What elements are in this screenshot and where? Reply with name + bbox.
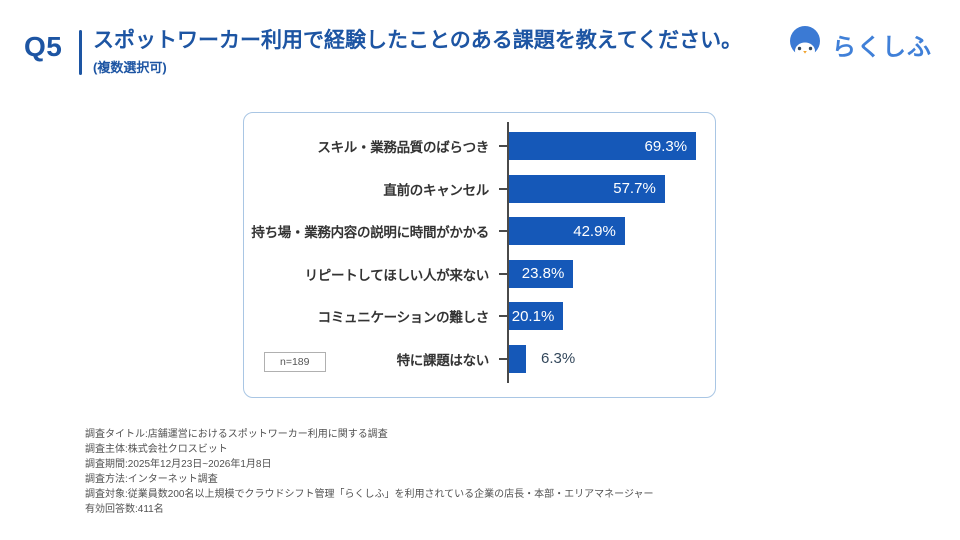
bar-row: コミュニケーションの難しさ 20.1% [244, 295, 715, 338]
bar-track: 69.3% [509, 132, 715, 161]
brand-name: らくしふ [832, 34, 932, 61]
bar-row: スキル・業務品質のばらつき 69.3% [244, 125, 715, 168]
axis-tick-icon [499, 230, 507, 233]
value-label: 57.7% [613, 180, 656, 198]
survey-note-line: 調査対象:従業員数200名以上規模でクラウドシフト管理「らくしふ」を利用されてい… [85, 489, 654, 500]
title-block: スポットワーカー利用で経験したことのある課題を教えてください。 (複数選択可) [93, 28, 742, 76]
axis-tick-icon [499, 272, 507, 275]
header-divider [79, 30, 82, 75]
category-label: リピートしてほしい人が来ない [304, 267, 490, 283]
survey-note-line: 有効回答数:411名 [85, 504, 164, 515]
survey-note-line: 調査タイトル:店舗運営におけるスポットワーカー利用に関する調査 [85, 429, 388, 440]
sample-size-badge: n=189 [264, 352, 326, 372]
category-label: 持ち場・業務内容の説明に時間がかかる [251, 225, 489, 241]
value-label: 6.3% [541, 350, 576, 368]
value-label: 20.1% [511, 307, 555, 325]
axis-tick-icon [499, 357, 507, 360]
value-label: 42.9% [573, 222, 616, 240]
survey-note-line: 調査方法:インターネット調査 [85, 474, 218, 485]
question-title: スポットワーカー利用で経験したことのある課題を教えてください。 [93, 29, 743, 52]
question-subtitle: (複数選択可) [93, 60, 167, 76]
bar: 69.3% [509, 132, 697, 161]
axis-tick-icon [499, 145, 507, 148]
bar-row: 特に課題はない 6.3% [244, 338, 715, 381]
bar-track: 6.3% [509, 344, 715, 373]
bar-track: 20.1% [509, 302, 715, 331]
question-number: Q5 [24, 31, 63, 62]
survey-notes: 調査タイトル:店舗運営におけるスポットワーカー利用に関する調査 調査主体:株式会社… [85, 427, 653, 517]
survey-note-line: 調査主体:株式会社クロスビット [85, 444, 228, 455]
category-label: コミュニケーションの難しさ [317, 310, 490, 326]
value-label: 69.3% [644, 137, 688, 155]
category-label: 特に課題はない [396, 352, 490, 368]
chart-axis [507, 122, 509, 383]
bar: 23.8% [509, 259, 574, 288]
axis-tick-icon [499, 187, 507, 190]
chart-card: スキル・業務品質のばらつき 69.3% 直前のキャンセル 57.7% 持ち場・業務内容の… [243, 112, 716, 398]
survey-note-line: 調査期間:2025年12月23日~2026年1月8日 [85, 459, 272, 470]
bar-row: 持ち場・業務内容の説明に時間がかかる 42.9% [244, 210, 715, 253]
bar-chart: スキル・業務品質のばらつき 69.3% 直前のキャンセル 57.7% 持ち場・業務内容の… [244, 125, 715, 380]
axis-tick-icon [499, 315, 507, 318]
bar-track: 42.9% [509, 217, 715, 246]
bar-row: リピートしてほしい人が来ない 23.8% [244, 253, 715, 296]
bar-track: 23.8% [509, 259, 715, 288]
value-label: 23.8% [521, 265, 565, 283]
bar [509, 344, 526, 373]
bar: 20.1% [509, 302, 564, 331]
brand-logo: らくしふ [785, 22, 932, 67]
category-label: 直前のキャンセル [383, 182, 489, 198]
category-label: スキル・業務品質のばらつき [317, 140, 489, 156]
bar: 42.9% [509, 217, 625, 246]
bar-track: 57.7% [509, 174, 715, 203]
penguin-icon [785, 22, 825, 67]
bar: 57.7% [509, 174, 665, 203]
bar-row: 直前のキャンセル 57.7% [244, 168, 715, 211]
